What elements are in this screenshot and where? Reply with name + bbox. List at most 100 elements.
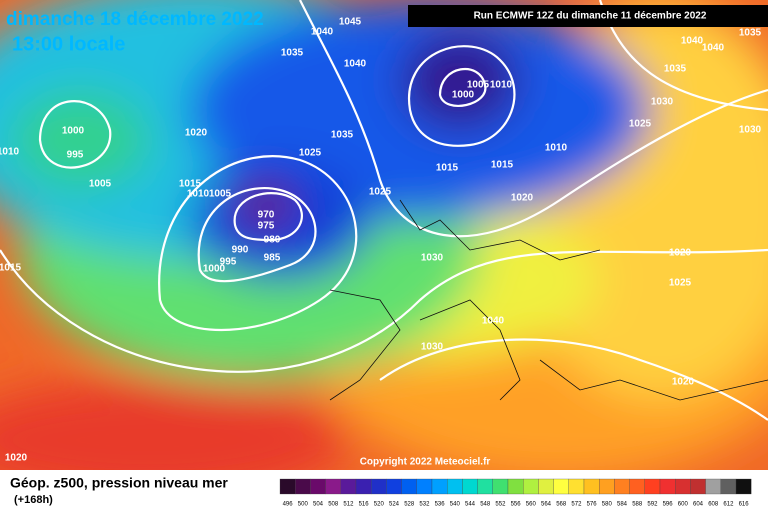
scale-swatch xyxy=(325,478,341,495)
isobar-label: 1040 xyxy=(311,27,334,38)
isobar-label: 1030 xyxy=(421,253,444,264)
scale-swatch xyxy=(279,478,296,495)
scale-label: 596 xyxy=(663,502,674,508)
isobar-label: 1035 xyxy=(331,130,354,141)
scale-label: 568 xyxy=(556,502,567,508)
isobar-label: 1005 xyxy=(467,80,490,91)
scale-label: 580 xyxy=(602,502,613,508)
scale-swatch xyxy=(720,478,737,495)
scale-label: 540 xyxy=(450,502,461,508)
isobar-label: 1010 xyxy=(0,147,20,158)
scale-swatch xyxy=(583,478,600,495)
scale-swatch xyxy=(431,478,448,495)
scale-label: 592 xyxy=(647,502,658,508)
scale-swatch xyxy=(644,478,661,495)
scale-label: 548 xyxy=(480,502,491,508)
isobar-label: 995 xyxy=(220,257,237,268)
scale-swatch xyxy=(507,478,524,495)
scale-swatch xyxy=(340,478,357,495)
isobar-label: 970 xyxy=(258,210,275,221)
scale-label: 532 xyxy=(419,502,430,508)
isobar-labels: 1045 1040 1035 1040 1035 1025 1020 1015 … xyxy=(0,17,762,464)
isobar-label: 1005 xyxy=(89,179,112,190)
isobar-label: 1015 xyxy=(491,160,514,171)
scale-swatch xyxy=(659,478,676,495)
scale-label: 612 xyxy=(723,502,734,508)
scale-swatch xyxy=(599,478,615,495)
isobar-label: 1005 xyxy=(209,189,232,200)
scale-swatch xyxy=(553,478,569,495)
scale-swatch xyxy=(416,478,433,495)
legend-title: Géop. z500, pression niveau mer xyxy=(10,475,228,491)
scale-label: 516 xyxy=(359,502,370,508)
scale-label: 576 xyxy=(587,502,598,508)
scale-label: 564 xyxy=(541,502,552,508)
isobar-label: 1020 xyxy=(669,248,692,259)
scale-swatch xyxy=(386,478,402,495)
isobar-label: 1040 xyxy=(702,43,725,54)
isobar-label: 1030 xyxy=(651,97,674,108)
isobar-label: 1015 xyxy=(436,163,459,174)
isobar-label: 1035 xyxy=(664,64,687,75)
run-banner xyxy=(408,5,768,27)
scale-swatch xyxy=(735,478,752,495)
isobar-label: 1010 xyxy=(187,189,210,200)
isobar-label: 985 xyxy=(264,253,281,264)
scale-label: 608 xyxy=(708,502,719,508)
isobar-label: 1015 xyxy=(0,263,22,274)
scale-label: 528 xyxy=(404,502,415,508)
scale-label: 604 xyxy=(693,502,704,508)
scale-label: 584 xyxy=(617,502,628,508)
scale-swatch xyxy=(310,478,326,495)
isobar-label: 1020 xyxy=(185,128,208,139)
scale-swatch xyxy=(371,478,387,495)
time-label: 13:00 locale xyxy=(12,33,125,55)
isobar-label: 1020 xyxy=(511,193,534,204)
isobar-label: 990 xyxy=(232,245,249,256)
isobar-label: 1000 xyxy=(62,126,85,137)
date-label: dimanche 18 décembre 2022 xyxy=(6,9,264,30)
isobar-label: 1020 xyxy=(672,377,695,388)
isobar-label: 995 xyxy=(67,150,84,161)
scale-label: 504 xyxy=(313,502,324,508)
scale-swatch xyxy=(477,478,493,495)
map-field xyxy=(0,0,768,500)
isobar-label: 1010 xyxy=(545,143,568,154)
scale-label: 588 xyxy=(632,502,643,508)
scale-label: 512 xyxy=(343,502,354,508)
isobar-label: 1025 xyxy=(299,148,322,159)
scale-label: 552 xyxy=(495,502,506,508)
scale-swatch xyxy=(355,478,372,495)
isobar-label: 1035 xyxy=(739,28,762,39)
isobar-label: 1025 xyxy=(369,187,392,198)
scale-swatch xyxy=(705,478,721,495)
scale-swatch xyxy=(447,478,463,495)
scale-swatch xyxy=(538,478,554,495)
legend-lead: (+168h) xyxy=(14,494,53,506)
scale-swatch xyxy=(492,478,509,495)
isobar-label: 1000 xyxy=(452,90,475,101)
isobar-label: 975 xyxy=(258,221,275,232)
scale-label: 536 xyxy=(435,502,446,508)
scale-swatch xyxy=(295,478,311,495)
isobar-label: 1045 xyxy=(339,17,362,28)
run-label: Run ECMWF 12Z du dimanche 11 décembre 20… xyxy=(474,11,707,22)
scale-label: 500 xyxy=(298,502,309,508)
scale-label: 560 xyxy=(526,502,537,508)
scale-label: 616 xyxy=(739,502,750,508)
isobar-label: 1035 xyxy=(281,48,304,59)
isobar-label: 1040 xyxy=(681,36,704,47)
scale-label: 520 xyxy=(374,502,385,508)
scale-label: 556 xyxy=(511,502,522,508)
isobar-label: 980 xyxy=(264,235,281,246)
isobar-label: 1030 xyxy=(421,342,444,353)
scale-swatch xyxy=(614,478,630,495)
isobar-label: 1020 xyxy=(5,453,28,464)
scale-label: 496 xyxy=(283,502,294,508)
scale-swatch xyxy=(401,478,417,495)
scale-label: 600 xyxy=(678,502,689,508)
copyright: Copyright 2022 Meteociel.fr xyxy=(360,457,491,468)
isobar-label: 1030 xyxy=(739,125,762,136)
